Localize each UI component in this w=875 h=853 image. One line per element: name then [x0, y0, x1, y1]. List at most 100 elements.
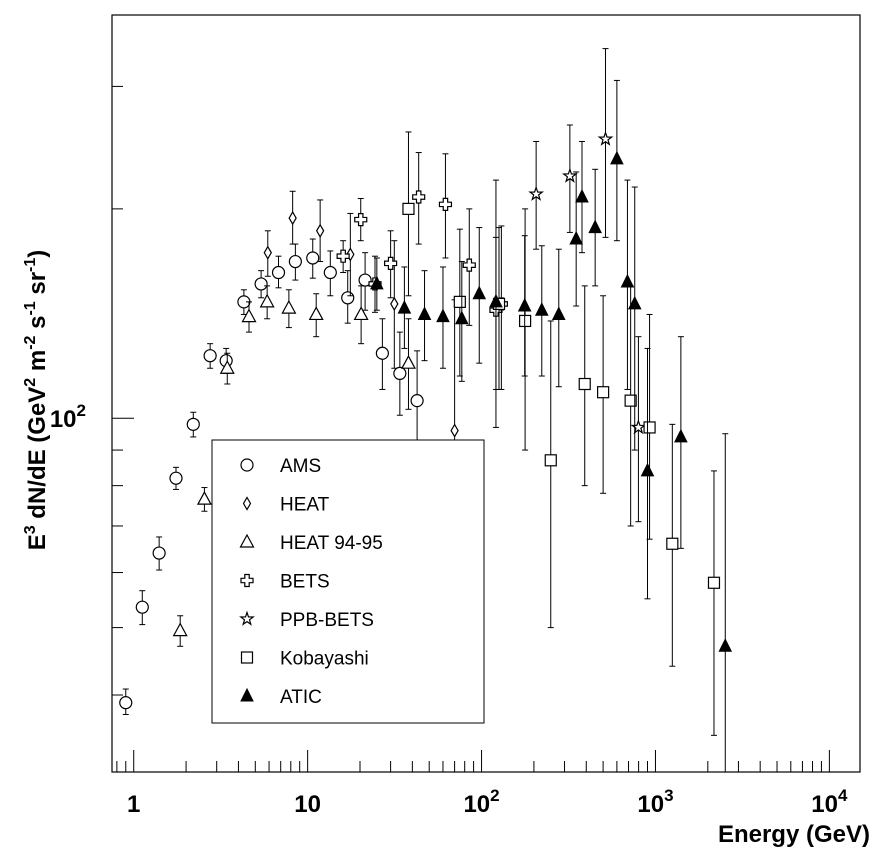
legend: AMS HEAT HEAT 94-95 BETS PPB-BETS Kobayashi AT… — [211, 439, 485, 724]
legend-marker — [242, 496, 252, 511]
x-tick-label: 103 — [637, 786, 673, 818]
data-point — [588, 219, 602, 234]
x-tick-label: 102 — [463, 786, 499, 818]
data-point — [196, 490, 212, 505]
data-point — [624, 394, 637, 407]
data-point — [172, 622, 188, 637]
legend-item: AMS — [240, 456, 321, 477]
data-point — [597, 130, 614, 146]
data-point — [259, 293, 275, 308]
data-point — [152, 546, 166, 560]
data-point — [517, 297, 532, 312]
axis-ticks — [112, 85, 830, 772]
legend-marker — [239, 610, 255, 626]
legend-marker — [239, 533, 255, 548]
data-point — [453, 295, 466, 308]
data-point — [575, 188, 589, 203]
error-bar — [722, 433, 729, 772]
legend-label: BETS — [280, 572, 330, 593]
data-point — [597, 386, 610, 399]
data-point — [561, 167, 578, 183]
series-ppb-bets — [528, 48, 647, 523]
x-tick-label: 104 — [811, 786, 848, 818]
legend-label: AMS — [280, 456, 321, 477]
legend-item: HEAT 94-95 — [239, 533, 383, 554]
data-point — [402, 202, 415, 215]
data-point — [254, 277, 268, 291]
data-point — [241, 308, 257, 323]
data-point — [718, 638, 733, 652]
data-point — [281, 299, 297, 314]
y-tick-label: 102 — [50, 401, 86, 433]
series-atic — [370, 79, 733, 772]
data-point — [472, 285, 487, 300]
legend-marker — [240, 458, 254, 472]
data-point — [306, 251, 320, 265]
series-kobayashi — [402, 131, 721, 736]
legend-item: HEAT — [242, 495, 330, 516]
data-point — [438, 197, 453, 211]
data-point — [370, 275, 384, 290]
legend-item: Kobayashi — [240, 649, 369, 670]
legend-box — [211, 439, 485, 724]
data-point — [707, 576, 721, 589]
data-point — [393, 366, 407, 381]
legend-marker — [240, 573, 254, 588]
error-bar — [631, 186, 638, 451]
data-point — [186, 417, 200, 431]
data-point — [551, 306, 566, 320]
data-point — [288, 210, 297, 226]
data-point — [643, 421, 656, 434]
data-point — [455, 310, 469, 325]
data-point — [489, 293, 503, 308]
data-point — [219, 359, 235, 374]
data-point — [640, 462, 655, 477]
data-point — [308, 306, 324, 321]
series-layer — [119, 48, 733, 772]
data-point — [610, 150, 624, 165]
data-point — [384, 256, 398, 270]
data-point — [354, 213, 368, 227]
legend-label: PPB-BETS — [280, 610, 374, 631]
data-point — [462, 258, 476, 272]
data-point — [400, 354, 416, 369]
legend-item: BETS — [240, 572, 330, 593]
series-ams — [119, 238, 424, 716]
error-bar — [677, 336, 684, 549]
legend-marker — [240, 687, 254, 702]
data-point — [353, 306, 369, 321]
data-point — [336, 249, 350, 263]
plot-border — [111, 14, 861, 773]
data-point — [390, 296, 399, 312]
tick-labels: 1 10 102 103 104 102 — [50, 401, 848, 818]
error-bar — [602, 48, 609, 238]
data-point — [528, 185, 545, 201]
data-point — [578, 377, 591, 391]
data-point — [630, 419, 647, 435]
x-tick-label: 10 — [294, 791, 321, 818]
data-point — [288, 254, 302, 269]
data-point — [358, 273, 372, 287]
legend-item: ATIC — [240, 687, 322, 708]
error-bar — [547, 320, 554, 629]
series-heat-94-95 — [172, 285, 416, 647]
plot-frame — [111, 14, 861, 773]
data-point — [674, 428, 688, 443]
data-point — [410, 394, 424, 408]
data-point — [135, 600, 149, 614]
data-point — [119, 696, 133, 710]
legend-item: PPB-BETS — [239, 610, 374, 631]
y-axis-title: E3 dN/dE (GeV2 m-2 s-1 sr-1) — [22, 250, 51, 551]
data-point — [436, 308, 450, 323]
data-point — [271, 265, 286, 280]
data-point — [417, 306, 432, 320]
data-point — [569, 230, 583, 245]
legend-marker — [240, 651, 254, 664]
data-point — [169, 471, 183, 485]
data-point — [263, 245, 272, 260]
data-point — [375, 346, 389, 360]
data-point — [412, 190, 426, 204]
data-point — [315, 223, 325, 238]
data-point — [397, 299, 412, 314]
